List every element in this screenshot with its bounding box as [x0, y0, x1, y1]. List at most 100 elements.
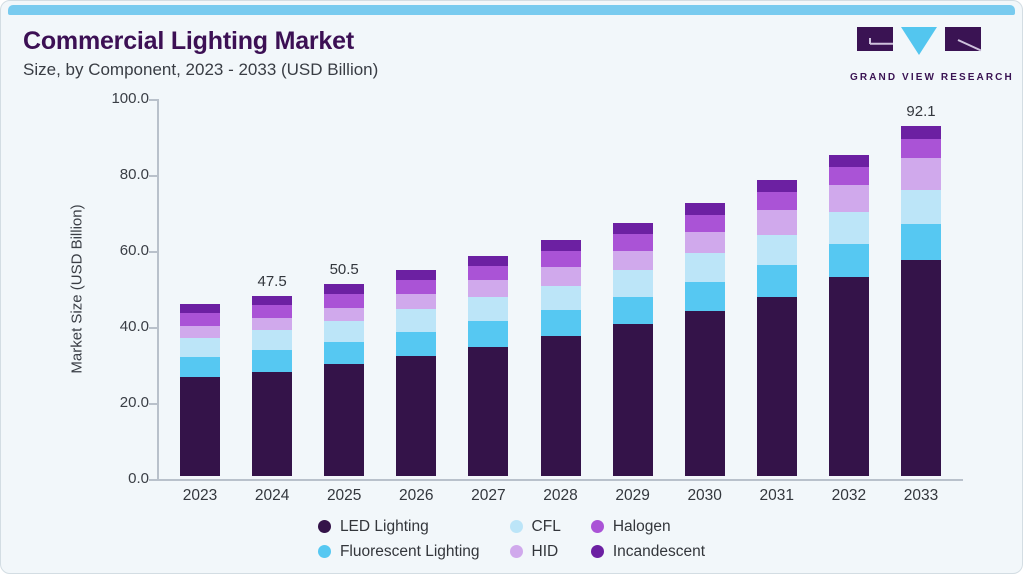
- bar-segment-hid: [180, 325, 220, 338]
- bar-segment-led-lighting: [828, 276, 869, 476]
- legend: LED Lighting Fluorescent Lighting CFL HID Ha…: [1, 514, 1022, 564]
- bar-segment-hid: [540, 267, 581, 286]
- legend-item-fluorescent-lighting: Fluorescent Lighting: [317, 542, 480, 561]
- logo-text: GRAND VIEW RESEARCH: [850, 72, 1014, 83]
- x-tick-label: 2027: [471, 487, 506, 504]
- bar-column: [828, 154, 869, 476]
- y-tick-mark: [149, 327, 158, 329]
- y-axis-title: Market Size (USD Billion): [68, 204, 86, 374]
- y-tick-mark: [149, 403, 158, 405]
- bar-segment-halogen: [324, 294, 365, 308]
- bar-column: [756, 180, 797, 476]
- bar-stack: [180, 304, 220, 476]
- bar-segment-halogen: [828, 166, 869, 185]
- legend-swatch: [317, 520, 331, 533]
- bar-column: 47.5: [252, 273, 293, 476]
- bar-stack: [252, 295, 293, 476]
- bar-segment-cfl: [396, 308, 437, 332]
- x-tick-label: 2033: [903, 487, 939, 504]
- bar-stack: [324, 284, 365, 476]
- bar-segment-cfl: [468, 296, 509, 322]
- bar-segment-fluorescent-lighting: [180, 357, 220, 377]
- bar-segment-led-lighting: [324, 363, 365, 476]
- legend-swatch: [590, 520, 604, 533]
- legend-item-cfl: CFL: [509, 518, 561, 536]
- bar-segment-hid: [684, 231, 725, 254]
- bar-segment-led-lighting: [756, 296, 797, 476]
- bar-segment-hid: [612, 250, 653, 270]
- bar-column: 50.5: [324, 261, 365, 476]
- bar-total-label: 92.1: [906, 103, 936, 121]
- bar-segment-led-lighting: [180, 376, 220, 476]
- logo-mark-icon: [857, 27, 982, 55]
- bar-stack: [540, 240, 581, 476]
- bar-segment-hid: [396, 294, 437, 309]
- bar-segment-cfl: [828, 211, 869, 244]
- bar-segment-cfl: [540, 285, 581, 310]
- bar-segment-halogen: [396, 280, 437, 294]
- top-accent-bar: [8, 5, 1015, 15]
- bar-segment-incandescent: [756, 180, 797, 193]
- y-tick-label: 80.0: [119, 166, 149, 183]
- bar-segment-incandescent: [324, 284, 365, 295]
- bar-segment-fluorescent-lighting: [612, 296, 653, 325]
- bar-segment-led-lighting: [540, 335, 581, 476]
- bar-segment-fluorescent-lighting: [756, 264, 797, 297]
- x-tick-label: 2029: [615, 487, 650, 504]
- legend-item-hid: HID: [509, 543, 561, 561]
- bar-segment-led-lighting: [468, 346, 509, 476]
- bar-stack: [396, 270, 437, 476]
- legend-swatch: [317, 545, 331, 558]
- bar-segment-halogen: [612, 233, 653, 251]
- bar-column: [468, 255, 509, 476]
- x-tick-label: 2025: [326, 487, 362, 504]
- bar-column: [684, 203, 725, 476]
- x-tick-label: 2032: [831, 487, 867, 504]
- bar-segment-incandescent: [468, 255, 509, 267]
- x-axis-line: [157, 479, 963, 481]
- x-tick-label: 2024: [254, 487, 290, 504]
- y-axis-line: [157, 99, 159, 480]
- y-tick-mark: [149, 175, 158, 177]
- bar-segment-hid: [252, 317, 293, 331]
- bar-segment-incandescent: [612, 222, 653, 234]
- bar-segment-incandescent: [252, 295, 293, 306]
- bar-stack: [684, 203, 725, 476]
- bar-total-label: 47.5: [257, 272, 287, 290]
- bar-stack: [612, 222, 653, 476]
- x-tick-label: 2028: [543, 487, 578, 504]
- bar-stack: [901, 126, 941, 476]
- bar-segment-cfl: [252, 330, 293, 350]
- bar-segment-led-lighting: [396, 355, 437, 476]
- bar-stack: [828, 154, 869, 476]
- bar-segment-fluorescent-lighting: [901, 224, 941, 261]
- bar-segment-fluorescent-lighting: [396, 331, 437, 356]
- bar-segment-hid: [828, 184, 869, 212]
- y-tick-label: 60.0: [119, 242, 149, 259]
- bar-segment-cfl: [756, 234, 797, 265]
- bar-segment-incandescent: [684, 203, 725, 215]
- bar-segment-halogen: [252, 305, 293, 318]
- legend-item-incandescent: Incandescent: [590, 542, 706, 561]
- y-tick-label: 40.0: [119, 318, 149, 335]
- legend-swatch: [509, 545, 523, 558]
- legend-item-label: Halogen: [612, 517, 671, 535]
- bar-segment-cfl: [901, 189, 941, 225]
- y-tick-mark: [149, 251, 158, 253]
- header: Commercial Lighting Market Size, by Comp…: [23, 27, 378, 80]
- bar-stack: [756, 180, 797, 476]
- x-tick-label: 2030: [687, 487, 722, 504]
- bar-segment-halogen: [684, 214, 725, 232]
- legend-item-label: Fluorescent Lighting: [339, 542, 480, 560]
- bar-column: [612, 222, 653, 476]
- bar-segment-fluorescent-lighting: [684, 281, 725, 312]
- page-subtitle: Size, by Component, 2023 - 2033 (USD Bil…: [23, 60, 379, 79]
- legend-item-label: Incandescent: [612, 542, 706, 560]
- bar-column: [396, 270, 437, 476]
- bar-segment-led-lighting: [612, 324, 653, 476]
- bar-segment-fluorescent-lighting: [252, 349, 293, 372]
- y-tick-label: 100.0: [111, 90, 149, 107]
- bar-segment-incandescent: [396, 270, 437, 281]
- bar-segment-incandescent: [540, 240, 581, 252]
